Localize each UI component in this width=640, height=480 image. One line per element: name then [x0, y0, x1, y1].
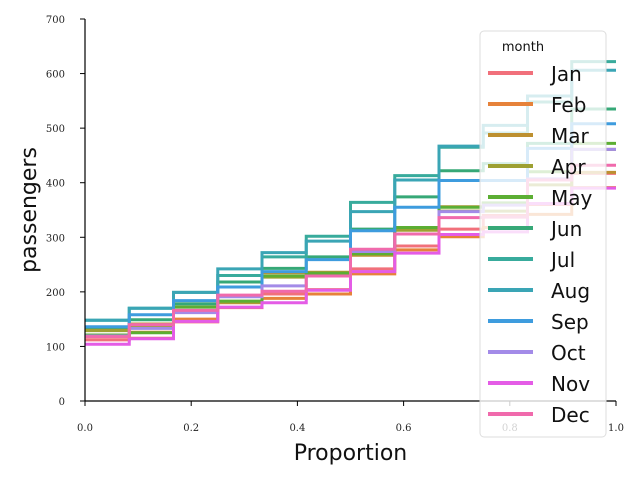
- legend-label-may: May: [551, 186, 593, 210]
- legend-label-nov: Nov: [551, 372, 590, 396]
- legend-label-jul: Jul: [549, 248, 575, 272]
- legend-label-feb: Feb: [551, 93, 586, 117]
- legend-label-sep: Sep: [551, 310, 589, 334]
- legend-label-oct: Oct: [551, 341, 586, 365]
- legend-label-aug: Aug: [551, 279, 590, 303]
- legend-label-jan: Jan: [549, 62, 582, 86]
- x-tick-label: 0.0: [77, 423, 93, 434]
- y-tick-label: 0: [59, 397, 65, 408]
- legend: month Jan Feb Mar Apr May Jun Jul Aug Sep Oct Nov De…: [479, 30, 607, 438]
- y-tick-label: 300: [46, 233, 65, 244]
- x-tick-label: 0.2: [183, 423, 199, 434]
- x-tick-label: 1.0: [608, 423, 624, 434]
- legend-title: month: [502, 40, 544, 55]
- y-tick-label: 600: [46, 70, 65, 81]
- x-tick-label: 0.6: [396, 423, 412, 434]
- legend-label-mar: Mar: [551, 124, 590, 148]
- legend-label-dec: Dec: [551, 403, 590, 427]
- legend-label-apr: Apr: [551, 155, 586, 179]
- y-tick-label: 100: [46, 342, 65, 353]
- x-tick-label: 0.4: [289, 423, 305, 434]
- y-tick-label: 200: [46, 288, 65, 299]
- legend-label-jun: Jun: [549, 217, 582, 241]
- y-tick-label: 500: [46, 124, 65, 135]
- y-tick-label: 700: [46, 15, 65, 26]
- y-axis-title: passengers: [17, 147, 42, 273]
- y-tick-label: 400: [46, 179, 65, 190]
- legend-box: [479, 30, 607, 438]
- x-axis-title: Proportion: [294, 441, 408, 466]
